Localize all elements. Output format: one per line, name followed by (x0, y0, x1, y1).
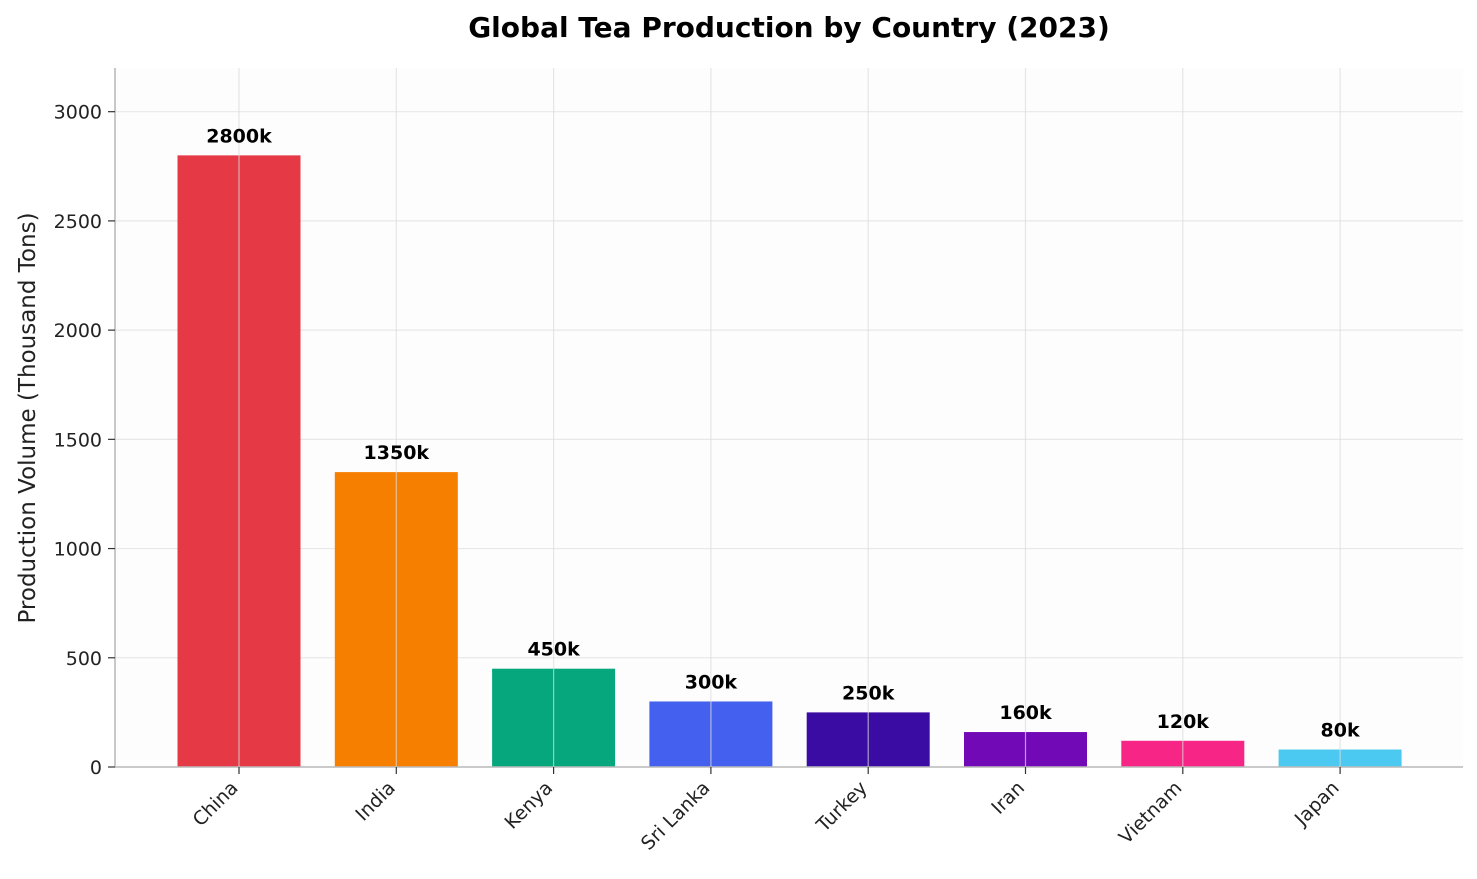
y-tick-label: 500 (66, 648, 102, 670)
chart-title: Global Tea Production by Country (2023) (468, 11, 1110, 44)
x-tick-label: Sri Lanka (637, 777, 715, 855)
x-tick-label: Japan (1290, 777, 1344, 831)
x-tick-label: China (189, 777, 243, 831)
data-label: 80k (1321, 720, 1360, 742)
x-tick-label: India (351, 777, 400, 826)
x-tick-label: Kenya (500, 777, 557, 834)
data-label: 2800k (206, 125, 272, 147)
x-tick-label: Vietnam (1115, 777, 1187, 849)
data-label: 450k (527, 639, 580, 661)
plot-area (115, 68, 1463, 767)
y-tick-label: 3000 (54, 102, 102, 124)
data-label: 120k (1157, 711, 1210, 733)
vertical-grid (238, 68, 1341, 767)
y-tick-label: 2500 (54, 211, 102, 233)
x-tick-label: Iran (987, 777, 1029, 819)
data-label: 1350k (364, 442, 430, 464)
y-axis-title: Production Volume (Thousand Tons) (15, 212, 41, 623)
x-tick-label: Turkey (812, 777, 872, 837)
y-tick-label: 0 (90, 757, 102, 779)
data-label: 300k (685, 671, 738, 693)
data-label: 160k (999, 702, 1052, 724)
y-tick-label: 1000 (54, 539, 102, 561)
value-labels: 2800k 1350k 450k 300k 250k 160k 120k 80k (206, 125, 1360, 741)
y-tick-label: 2000 (54, 320, 102, 342)
data-label: 250k (842, 682, 895, 704)
y-tick-label: 1500 (54, 429, 102, 451)
